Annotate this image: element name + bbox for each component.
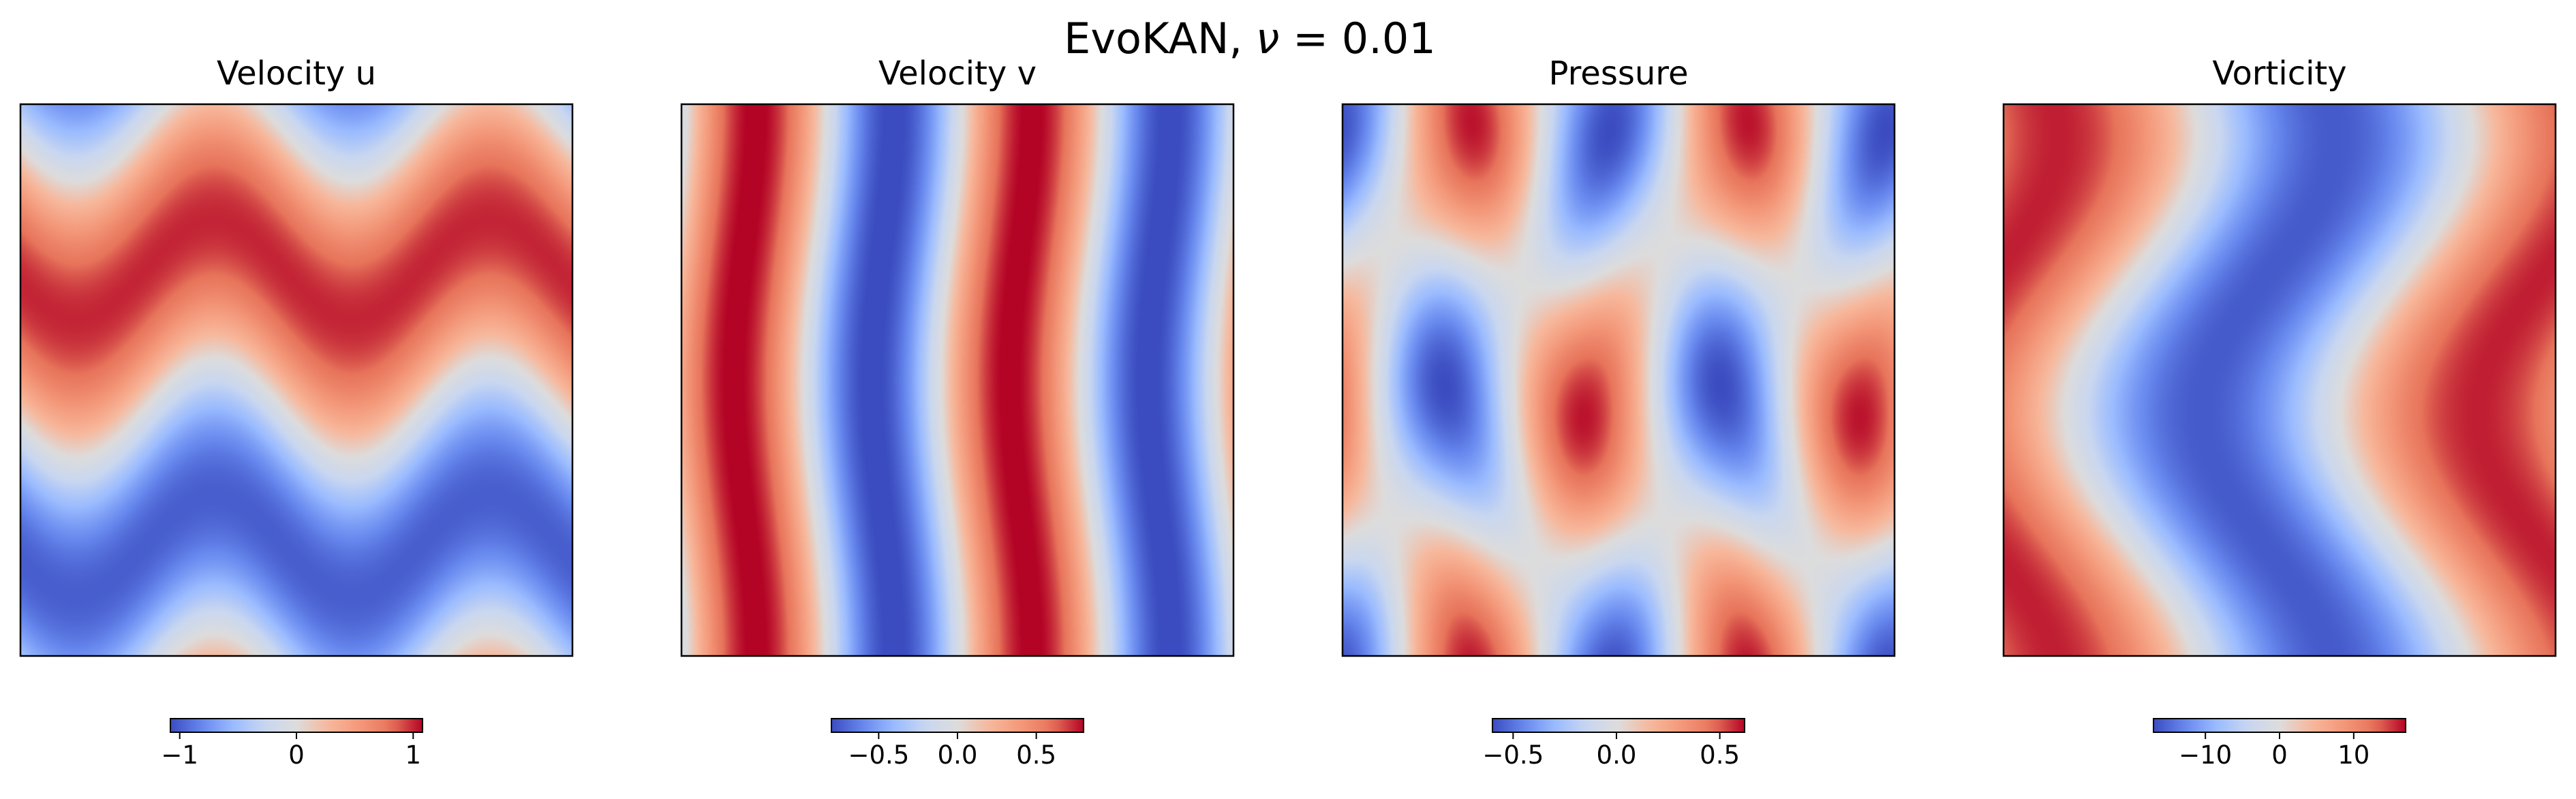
panel-title: Velocity v [878,54,1037,93]
colorbar-tick-label: 10 [2337,740,2370,770]
panel-p: Pressure −0.5 0.0 0.5 [1341,54,1896,770]
colorbar-gradient [831,719,1084,732]
colorbar-tick-label: 0 [2271,740,2288,770]
heatmap-frame [680,103,1235,657]
colorbar-gradient [2153,719,2406,732]
colorbar-tick-label: 0.0 [1597,740,1637,770]
panel-u: Velocity u −1 0 1 [19,54,574,770]
colorbar-tick-label: −1 [161,740,198,770]
colorbar-tick-label: −10 [2179,740,2232,770]
heatmap-frame [2002,103,2557,657]
panel-v: Velocity v −0.5 0.0 0.5 [680,54,1235,770]
heatmap-w [2004,104,2556,656]
suptitle-prefix: EvoKAN, [1064,14,1256,63]
panel-title: Pressure [1549,54,1689,93]
colorbar-tick-label: 0 [288,740,305,770]
colorbar-u: −1 0 1 [161,718,423,770]
heatmap-p [1343,104,1895,656]
suptitle-symbol: ν [1256,14,1280,63]
colorbar-tick-label: 1 [405,740,422,770]
suptitle-equals: = [1279,14,1341,63]
colorbar-p: −0.5 0.0 0.5 [1482,718,1745,770]
heatmap-v [681,104,1233,656]
panel-w: Vorticity −10 0 10 [2002,54,2557,770]
heatmap-u [20,104,572,656]
colorbar-tick-label: 0.5 [1016,740,1056,770]
colorbar-tick-label: −0.5 [848,740,909,770]
colorbar-tick-label: −0.5 [1482,740,1544,770]
panel-title: Velocity u [217,54,376,93]
heatmap-frame [1341,103,1896,657]
suptitle-value: 0.01 [1342,14,1436,63]
panel-title: Vorticity [2212,54,2346,93]
figure-suptitle: EvoKAN, ν = 0.01 [1064,14,1436,63]
heatmap-frame [19,103,574,657]
colorbar-gradient [1492,719,1745,732]
colorbar-gradient [170,719,423,732]
colorbar-w: −10 0 10 [2153,718,2406,770]
colorbar-tick-label: 0.5 [1700,740,1740,770]
colorbar-tick-label: 0.0 [938,740,978,770]
colorbar-v: −0.5 0.0 0.5 [831,718,1084,770]
colorbar-frame [1492,718,1745,733]
